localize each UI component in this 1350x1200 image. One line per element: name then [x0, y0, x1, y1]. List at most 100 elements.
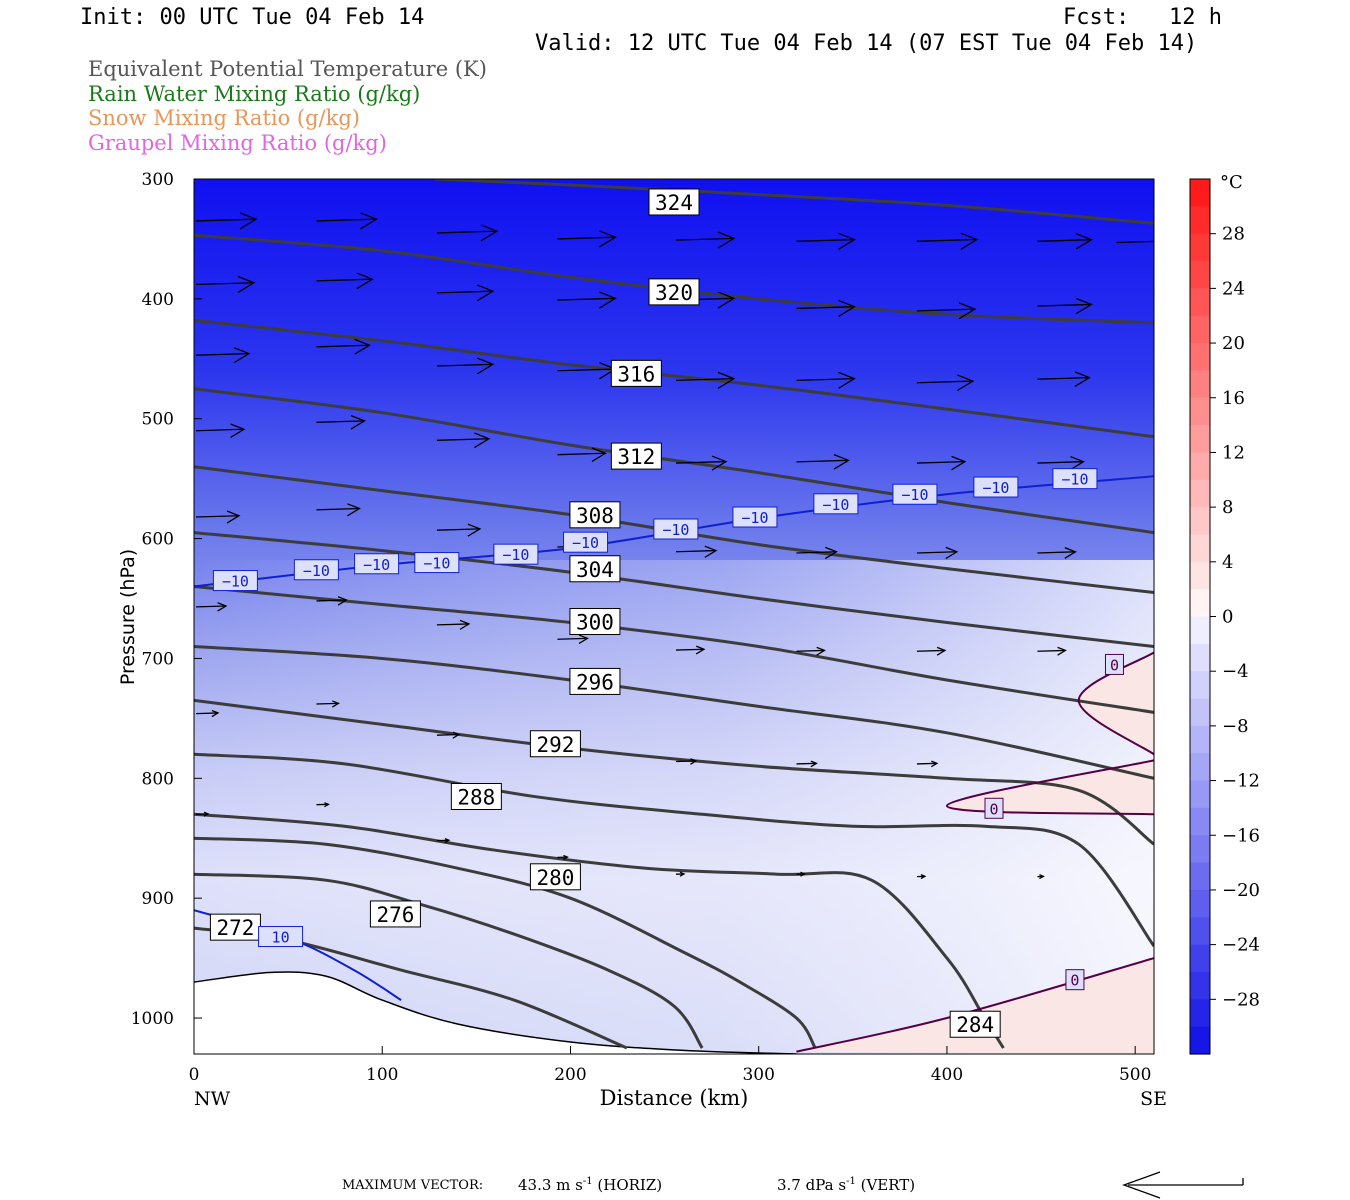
wind-shaft [675, 760, 697, 763]
y-axis-title: Pressure (hPa) [117, 549, 139, 685]
wind-vector [1116, 240, 1154, 244]
wind-vector [316, 414, 366, 430]
label-text: 0 [1110, 656, 1119, 674]
label-box [354, 553, 400, 575]
wind-shaft [796, 306, 855, 310]
wind-vector [675, 758, 698, 765]
wind-vector [436, 838, 451, 844]
theta-e-label: 324 [648, 188, 700, 216]
wind-shaft [557, 637, 588, 640]
x-axis-title: Distance (km) [600, 1086, 749, 1110]
label-box [529, 730, 581, 758]
wind-shaft [675, 237, 735, 241]
colorbar-step [1190, 753, 1210, 782]
wind-vector [316, 700, 340, 708]
wind-head [717, 371, 736, 389]
wind-vector [675, 545, 718, 558]
label-text: −10 [741, 509, 768, 527]
wind-vector [916, 546, 959, 560]
wind-vector [796, 646, 826, 656]
colorbar-step [1190, 370, 1210, 399]
wind-head [1075, 297, 1093, 315]
theta-e-label: 300 [569, 607, 621, 635]
isotherm-label: −10 [973, 476, 1019, 498]
theta-e-contour [194, 531, 1154, 648]
label-box [1052, 468, 1098, 490]
max-vert-text: 3.7 dPa s [777, 1176, 847, 1194]
y-tick-label: 800 [142, 769, 174, 789]
label-box [209, 913, 261, 941]
wind-vector [557, 634, 589, 645]
label-text: 10 [272, 929, 290, 947]
wind-vector [316, 802, 330, 808]
wind-head [356, 272, 374, 290]
y-tick-label: 500 [142, 410, 174, 430]
theta-e-label: 308 [569, 501, 621, 529]
wind-shaft [316, 420, 365, 423]
wind-head [838, 299, 856, 318]
wind-shaft [316, 702, 339, 705]
max-vector-label: MAXIMUM VECTOR: [342, 1178, 484, 1193]
label-text: 320 [655, 281, 693, 305]
plot-frame [193, 178, 1155, 1055]
wind-head [1057, 646, 1067, 656]
wind-head [936, 646, 947, 656]
colorbar-step [1190, 315, 1210, 344]
wind-shaft [195, 282, 255, 286]
wind-head [350, 414, 366, 430]
wind-shaft [675, 648, 705, 651]
wind-shaft [436, 733, 459, 736]
wind-head [324, 802, 330, 808]
wind-vector [916, 760, 939, 768]
wind-shaft [916, 308, 975, 312]
wind-head [452, 731, 461, 739]
wind-head [1074, 371, 1091, 388]
wind-head [354, 338, 371, 355]
colorbar-tick-label: 24 [1222, 278, 1245, 299]
wind-head [233, 347, 251, 364]
wind-head [833, 453, 850, 470]
wind-vector [1037, 371, 1091, 388]
label-box [569, 555, 621, 583]
wind-vector [316, 212, 378, 230]
colorbar-tick-label: −24 [1222, 935, 1260, 956]
colorbar-tick-label: 28 [1222, 224, 1245, 245]
wind-vector [796, 760, 818, 768]
label-box [610, 359, 662, 387]
wind-vector [316, 503, 361, 517]
label-text: 292 [536, 733, 574, 757]
wind-shaft [316, 599, 347, 602]
wind-vector [916, 232, 979, 250]
colorbar-step [1190, 589, 1210, 618]
wind-head [217, 602, 228, 612]
wind-shaft [916, 762, 937, 765]
wind-vector [1037, 456, 1085, 471]
colorbar-tick-label: −4 [1222, 661, 1249, 682]
isotherm-label: −10 [653, 518, 699, 540]
theta-e-label: 284 [949, 1010, 1001, 1038]
theta-e-label: 312 [610, 442, 662, 470]
wind-shaft [916, 460, 965, 464]
label-text: 324 [655, 191, 693, 215]
colorbar-step [1190, 206, 1210, 235]
theta-e-contour [434, 179, 1154, 225]
colorbar-tick-label: 20 [1222, 333, 1245, 354]
label-text: −10 [662, 521, 689, 539]
label-box [293, 559, 339, 581]
wind-shaft [557, 297, 616, 301]
wind-vector [916, 874, 927, 880]
wind-head [704, 545, 718, 558]
colorbar-tick-label: −8 [1222, 716, 1249, 737]
wind-shaft [436, 230, 497, 234]
label-box [949, 1010, 1001, 1038]
colorbar-step [1190, 725, 1210, 754]
wind-vector [436, 432, 491, 449]
wind-head [695, 645, 706, 655]
isotherm-label: −10 [493, 543, 539, 565]
colorbar-tick-label: 12 [1222, 442, 1245, 463]
wind-vector [557, 291, 617, 309]
theta-e-label: 276 [369, 900, 421, 928]
label-text: −10 [572, 534, 599, 552]
theta-e-contour [194, 812, 1005, 1049]
